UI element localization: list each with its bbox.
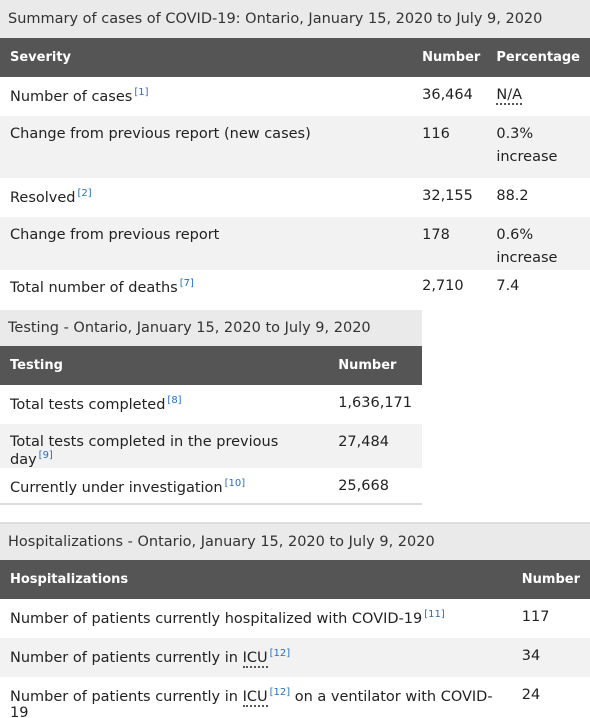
summary-table: Severity Number Percentage Number of cas… (0, 38, 590, 303)
row-percent: 0.3% increase (490, 116, 590, 178)
row-label: Total tests completed [8] (0, 385, 329, 424)
table-row: Change from previous report (new cases) … (0, 116, 590, 178)
row-number: 178 (412, 217, 491, 270)
summary-section: Summary of cases of COVID-19: Ontario, J… (0, 0, 590, 303)
row-number: 1,636,171 (328, 385, 422, 424)
row-label: Number of patients currently in ICU [12] (0, 638, 512, 677)
table-row: Change from previous report 178 0.6% inc… (0, 217, 590, 270)
footnote-link[interactable]: [10] (224, 477, 246, 489)
row-label: Change from previous report (0, 217, 413, 270)
row-number: 27,484 (328, 424, 422, 468)
row-number: 25,668 (328, 467, 422, 504)
row-percent: 0.6% increase (490, 217, 590, 270)
header-testing: Testing (0, 346, 329, 385)
hospitalizations-table: Hospitalizations Number Number of patien… (0, 560, 590, 718)
section-divider (0, 522, 590, 524)
testing-table: Testing Number Total tests completed [8] … (0, 346, 422, 505)
header-number: Number (412, 38, 491, 77)
row-percent: 88.2 (490, 178, 590, 217)
footnote-link[interactable]: [12] (269, 687, 291, 698)
footnote-link[interactable]: [2] (77, 188, 92, 199)
row-label: Total number of deaths [7] (0, 270, 413, 303)
row-percent: 7.4 (490, 270, 590, 303)
footnote-link[interactable]: [1] (134, 87, 149, 98)
summary-caption: Summary of cases of COVID-19: Ontario, J… (0, 0, 590, 38)
row-label: Change from previous report (new cases) (0, 116, 413, 178)
row-number: 24 (511, 677, 590, 718)
summary-caption-text: Summary of cases of COVID-19: Ontario, J… (8, 11, 543, 27)
row-number: 117 (511, 599, 590, 638)
table-row: Number of patients currently in ICU [12] … (0, 638, 590, 677)
testing-section: Testing - Ontario, January 15, 2020 to J… (0, 310, 422, 505)
hospitalizations-caption-bold: Hospitalizations (8, 534, 124, 550)
testing-caption-rest: - Ontario, January 15, 2020 to July 9, 2… (58, 320, 371, 336)
header-percentage: Percentage (490, 38, 590, 77)
icu-abbr[interactable]: ICU (242, 649, 268, 668)
row-label: Number of patients currently in ICU [12] … (0, 677, 512, 718)
table-row: Number of patients currently in ICU [12] … (0, 677, 590, 718)
footnote-link[interactable]: [7] (179, 278, 194, 289)
table-row: Total number of deaths [7] 2,710 7.4 (0, 270, 590, 303)
header-number: Number (511, 560, 590, 599)
table-row: Total tests completed [8] 1,636,171 (0, 385, 422, 424)
table-row: Currently under investigation [10] 25,668 (0, 467, 422, 504)
testing-caption-bold: Testing (8, 320, 59, 336)
table-row: Total tests completed in the previous da… (0, 424, 422, 468)
row-label: Currently under investigation [10] (0, 467, 329, 504)
header-severity: Severity (0, 38, 413, 77)
hospitalizations-section: Hospitalizations - Ontario, January 15, … (0, 524, 590, 718)
row-percent: N/A (490, 77, 590, 116)
row-number: 36,464 (412, 77, 491, 116)
table-row: Number of patients currently hospitalize… (0, 599, 590, 638)
footnote-link[interactable]: [11] (424, 609, 445, 620)
row-number: 116 (412, 116, 491, 178)
header-number: Number (328, 346, 422, 385)
row-label: Number of cases [1] (0, 77, 413, 116)
row-label: Resolved [2] (0, 178, 413, 217)
row-number: 2,710 (412, 270, 491, 303)
footnote-link[interactable]: [9] (38, 450, 53, 461)
icu-abbr[interactable]: ICU (242, 688, 268, 707)
table-row: Resolved [2] 32,155 88.2 (0, 178, 590, 217)
footnote-link[interactable]: [8] (167, 395, 182, 406)
hospitalizations-caption-rest: - Ontario, January 15, 2020 to July 9, 2… (123, 534, 435, 550)
row-number: 34 (511, 638, 590, 677)
testing-caption: Testing - Ontario, January 15, 2020 to J… (0, 310, 422, 346)
row-number: 32,155 (412, 178, 491, 217)
table-row: Number of cases [1] 36,464 N/A (0, 77, 590, 116)
hospitalizations-caption: Hospitalizations - Ontario, January 15, … (0, 524, 590, 560)
header-hospitalizations: Hospitalizations (0, 560, 512, 599)
row-label: Total tests completed in the previous da… (0, 424, 329, 468)
row-label: Number of patients currently hospitalize… (0, 599, 512, 638)
footnote-link[interactable]: [12] (269, 648, 291, 659)
na-abbr[interactable]: N/A (496, 87, 522, 105)
